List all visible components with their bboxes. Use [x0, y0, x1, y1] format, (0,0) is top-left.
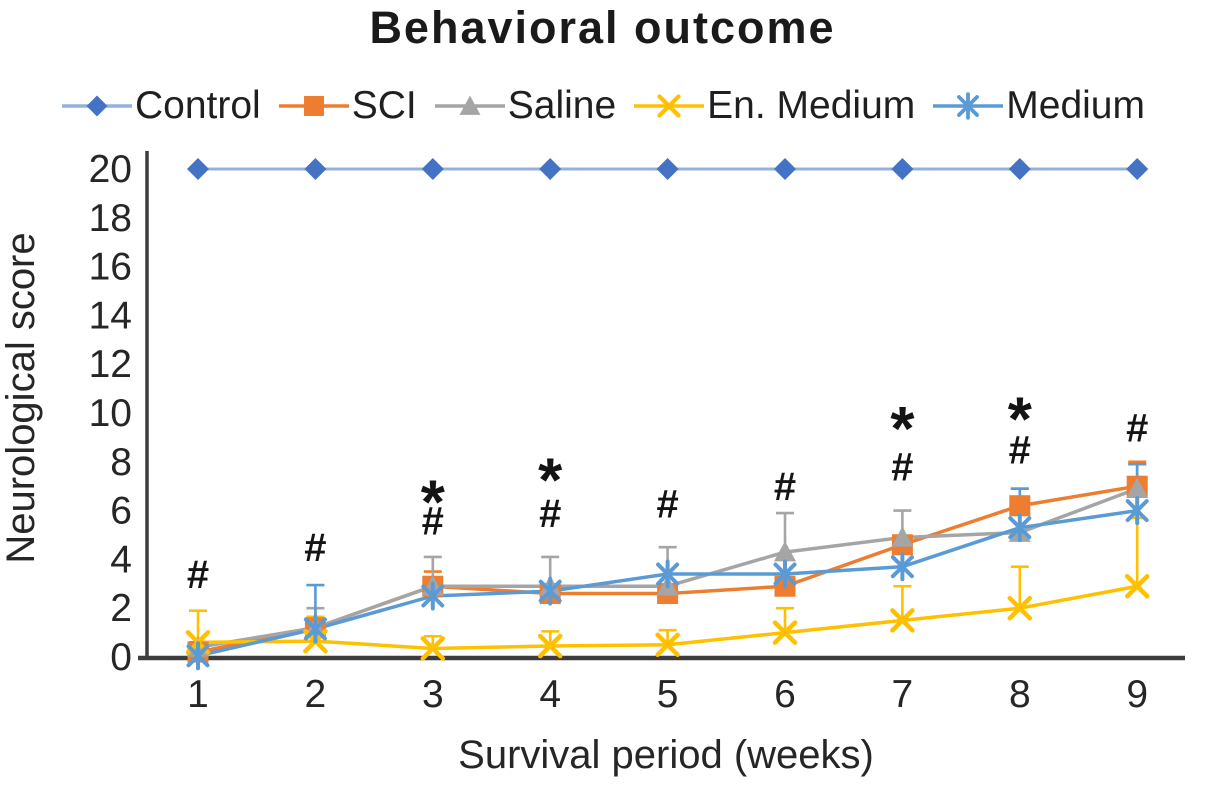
triangle-marker-icon [459, 95, 481, 115]
x-marker-icon [655, 632, 680, 658]
diamond-marker-icon [1126, 158, 1149, 180]
en-medium-series-marker-icon [634, 94, 705, 118]
star-marker-icon [538, 579, 562, 603]
x-marker-icon [772, 620, 798, 645]
triangle-marker-icon [774, 541, 796, 562]
x-tick-label: 5 [657, 673, 679, 716]
star-marker-icon [890, 555, 914, 579]
series-markers-control [187, 158, 1149, 180]
x-tick-label: 2 [305, 673, 327, 716]
x-marker-icon [537, 633, 563, 659]
significance-annotation: * [538, 446, 563, 515]
x-marker-icon [420, 636, 446, 661]
y-axis-label: Neurological score [0, 232, 43, 563]
diamond-marker-icon [187, 158, 209, 180]
chart-title: Behavioral outcome [369, 2, 836, 53]
significance-annotation: # [187, 553, 209, 597]
triangle-marker-icon [1126, 477, 1149, 498]
star-marker-icon [421, 584, 445, 608]
diamond-marker-icon [304, 158, 327, 180]
medium-series-marker-icon [933, 92, 1004, 120]
y-tick-label: 6 [110, 490, 132, 533]
y-tick-label: 12 [89, 343, 132, 386]
x-tick-label: 4 [539, 673, 561, 716]
y-tick-label: 18 [89, 197, 132, 240]
y-tick-label: 20 [89, 148, 132, 191]
significance-annotation: * [890, 395, 915, 464]
significance-annotation: # [539, 492, 561, 536]
diamond-marker-icon [1008, 158, 1031, 180]
significance-annotation: # [304, 526, 326, 570]
x-marker-icon [1124, 573, 1150, 599]
x-tick-label: 3 [422, 673, 444, 716]
x-marker-icon [657, 94, 681, 118]
square-marker-icon [1009, 495, 1031, 517]
significance-annotation: * [1008, 385, 1033, 454]
sci-series-marker-icon [278, 96, 349, 116]
significance-annotation: # [774, 465, 796, 509]
star-marker-icon [1125, 499, 1149, 523]
x-marker-icon [890, 608, 915, 633]
diamond-marker-icon [421, 158, 444, 180]
star-marker-icon [773, 562, 797, 586]
significance-annotation: # [1009, 429, 1031, 473]
y-tick-label: 8 [110, 441, 132, 484]
legend-label: Saline [507, 84, 617, 127]
y-tick-label: 0 [110, 636, 132, 679]
y-tick-label: 2 [110, 587, 132, 630]
x-tick-label: 1 [187, 673, 209, 716]
control-series-marker-icon [62, 95, 132, 117]
x-tick-label: 9 [1126, 673, 1148, 716]
star-marker-icon [957, 95, 980, 117]
legend-item-saline: Saline [433, 84, 616, 128]
x-tick-label: 8 [1009, 673, 1031, 716]
legend-label: En. Medium [707, 84, 916, 127]
legend-item-medium: Medium [931, 84, 1145, 128]
square-marker-icon [303, 96, 324, 116]
star-marker-icon [303, 617, 327, 641]
legend-label: SCI [351, 84, 417, 127]
saline-series-marker-icon [434, 95, 505, 115]
significance-annotation: # [1126, 407, 1148, 451]
diamond-marker-icon [86, 95, 108, 117]
y-tick-label: 10 [89, 392, 132, 435]
legend-label: Medium [1006, 84, 1145, 127]
series-markers-en-medium [185, 573, 1150, 661]
diamond-marker-icon [891, 158, 914, 180]
significance-annotation: # [656, 482, 678, 526]
y-tick-label: 16 [89, 246, 132, 289]
x-axis-label: Survival period (weeks) [458, 733, 874, 777]
y-tick-label: 4 [110, 538, 132, 581]
diamond-marker-icon [656, 158, 679, 180]
x-tick-label: 6 [774, 673, 796, 716]
legend-item-en-medium: En. Medium [632, 84, 915, 128]
y-tick-label: 14 [89, 294, 132, 337]
diamond-marker-icon [539, 158, 562, 180]
star-marker-icon [1008, 516, 1032, 540]
diamond-marker-icon [774, 158, 796, 180]
legend: Control SCI Saline En. Medium Medium [0, 84, 1205, 128]
x-tick-label: 7 [892, 673, 914, 716]
triangle-marker-icon [891, 526, 914, 547]
x-marker-icon [1007, 595, 1033, 621]
significance-annotation: # [422, 499, 444, 543]
legend-item-sci: SCI [277, 84, 417, 128]
legend-label: Control [135, 84, 261, 127]
star-marker-icon [186, 644, 210, 668]
significance-annotation: * [421, 468, 446, 537]
series-markers-medium [186, 496, 1149, 671]
legend-item-control: Control [60, 84, 261, 128]
star-marker-icon [656, 562, 680, 586]
significance-annotation: # [891, 446, 913, 490]
